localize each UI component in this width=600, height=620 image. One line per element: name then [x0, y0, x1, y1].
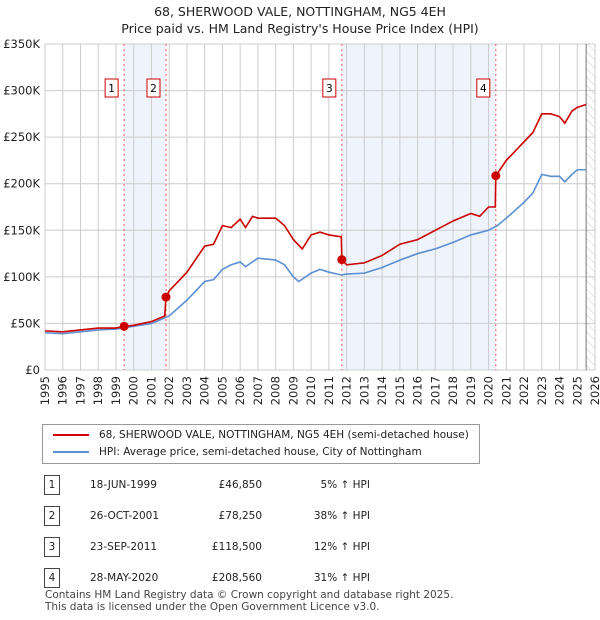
hpi-line	[44, 168, 587, 335]
sale-date: 28-MAY-2020	[90, 572, 159, 584]
x-tick-label: 2014	[375, 376, 389, 405]
x-tick-label: 2000	[127, 376, 141, 405]
legend-label: 68, SHERWOOD VALE, NOTTINGHAM, NG5 4EH (…	[99, 429, 469, 441]
shaded-period	[124, 44, 166, 370]
sale-number: 2	[44, 506, 60, 526]
x-tick-label: 2004	[198, 376, 212, 405]
sales-table-row: 4 28-MAY-2020 £208,560 31% ↑ HPI	[0, 568, 600, 590]
x-tick-label: 2011	[322, 376, 336, 405]
x-tick-label: 1998	[91, 376, 105, 405]
x-tick-label: 2006	[233, 376, 247, 405]
x-tick-label: 2003	[180, 376, 194, 405]
x-tick-label: 2007	[251, 376, 265, 405]
sale-label-box	[146, 78, 161, 98]
sale-number: 4	[44, 568, 60, 588]
sale-label: 1	[108, 83, 115, 95]
sale-hpi-change: 31% ↑ HPI	[313, 572, 370, 584]
x-tick-label: 2019	[464, 376, 478, 405]
x-tick-label: 2005	[215, 376, 229, 405]
x-tick-label: 2021	[499, 376, 513, 405]
x-tick-label: 2025	[570, 376, 584, 405]
sale-point	[491, 171, 501, 181]
sale-hpi-change: 5% ↑ HPI	[320, 479, 370, 491]
legend-swatch-red	[53, 434, 89, 436]
plot-area: £0 £50K £100K £150K £200K £250K £300K £350K 1995…	[3, 37, 600, 405]
chart-subtitle: Price paid vs. HM Land Registry's House …	[121, 21, 479, 36]
sale-label-box	[322, 78, 337, 98]
x-tick-label: 2022	[517, 376, 531, 405]
sale-label-box	[104, 78, 119, 98]
legend: 68, SHERWOOD VALE, NOTTINGHAM, NG5 4EH (…	[42, 424, 480, 464]
sale-date: 18-JUN-1999	[90, 479, 157, 491]
x-tick-label: 2015	[393, 376, 407, 405]
x-tick-label: 1997	[73, 376, 87, 405]
sale-number: 1	[44, 475, 60, 495]
forecast-hatch	[586, 44, 595, 370]
sale-label: 2	[150, 83, 157, 95]
sale-label-box	[476, 78, 491, 98]
x-tick-label: 2026	[588, 376, 600, 405]
y-tick-label: £50K	[11, 316, 41, 330]
y-tick-label: £250K	[3, 130, 40, 144]
x-tick-label: 2009	[286, 376, 300, 405]
price-paid-line	[44, 103, 587, 333]
x-tick-label: 2010	[304, 376, 318, 405]
sale-price: £118,500	[211, 541, 262, 553]
x-tick-label: 1999	[109, 376, 123, 405]
sale-point	[337, 255, 347, 265]
x-tick-label: 2002	[162, 376, 176, 405]
x-tick-label: 2001	[144, 376, 158, 405]
sale-number: 3	[44, 537, 60, 557]
sale-date: 23-SEP-2011	[90, 541, 158, 553]
y-tick-label: £150K	[3, 223, 40, 237]
sale-label: 3	[326, 83, 333, 95]
y-tick-label: £350K	[3, 37, 40, 51]
sale-hpi-change: 38% ↑ HPI	[313, 510, 370, 522]
sale-price: £78,250	[218, 510, 262, 522]
y-tick-label: £0	[25, 363, 40, 377]
sale-date: 26-OCT-2001	[90, 510, 159, 522]
footer-copyright: Contains HM Land Registry data © Crown c…	[45, 589, 454, 601]
footer-licence: This data is licensed under the Open Gov…	[45, 601, 380, 613]
y-tick-label: £300K	[3, 84, 40, 98]
sales-table-row: 2 26-OCT-2001 £78,250 38% ↑ HPI	[0, 506, 600, 528]
legend-item-hpi: HPI: Average price, semi-detached house,…	[53, 446, 422, 458]
x-tick-label: 2017	[428, 376, 442, 405]
sale-point	[119, 321, 129, 331]
x-tick-label: 2020	[482, 376, 496, 405]
y-tick-label: £100K	[3, 270, 40, 284]
sale-point	[161, 292, 171, 302]
chart-title: 68, SHERWOOD VALE, NOTTINGHAM, NG5 4EH	[154, 4, 446, 19]
y-tick-label: £200K	[3, 177, 40, 191]
legend-label: HPI: Average price, semi-detached house,…	[99, 446, 422, 458]
footer: Contains HM Land Registry data © Crown c…	[45, 589, 453, 613]
x-tick-label: 2023	[535, 376, 549, 405]
legend-item-property: 68, SHERWOOD VALE, NOTTINGHAM, NG5 4EH (…	[53, 429, 469, 441]
x-tick-label: 1996	[56, 376, 70, 405]
x-tick-label: 2016	[411, 376, 425, 405]
x-tick-label: 2018	[446, 376, 460, 405]
sale-price: £208,560	[211, 572, 262, 584]
shaded-period	[341, 44, 496, 370]
x-tick-label: 2008	[269, 376, 283, 405]
x-tick-label: 2024	[553, 376, 567, 405]
x-tick-label: 1995	[38, 376, 52, 405]
legend-swatch-blue	[53, 451, 89, 453]
x-tick-label: 2012	[340, 376, 354, 405]
x-tick-label: 2013	[357, 376, 371, 405]
sale-price: £46,850	[218, 479, 262, 491]
sales-table-row: 3 23-SEP-2011 £118,500 12% ↑ HPI	[0, 537, 600, 559]
sale-hpi-change: 12% ↑ HPI	[313, 541, 370, 553]
sale-label: 4	[480, 83, 487, 95]
sales-table-row: 1 18-JUN-1999 £46,850 5% ↑ HPI	[0, 475, 600, 497]
